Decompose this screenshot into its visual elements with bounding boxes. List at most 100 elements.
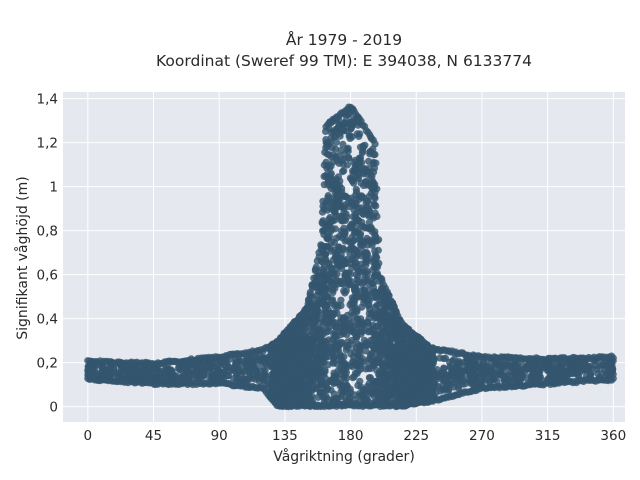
data-point bbox=[359, 320, 367, 328]
data-point bbox=[477, 376, 485, 384]
data-point bbox=[440, 365, 448, 373]
data-point bbox=[479, 370, 487, 378]
data-point bbox=[289, 365, 298, 374]
data-point bbox=[388, 335, 396, 343]
data-point bbox=[373, 261, 381, 269]
data-point bbox=[367, 183, 375, 191]
data-point bbox=[367, 133, 375, 141]
data-point bbox=[306, 363, 314, 371]
data-point bbox=[323, 344, 331, 352]
data-point bbox=[363, 203, 371, 211]
data-point bbox=[411, 398, 419, 406]
data-point bbox=[378, 284, 386, 292]
data-point bbox=[352, 253, 360, 261]
data-point bbox=[354, 293, 363, 301]
data-point bbox=[118, 369, 127, 378]
y-tick-label: 0,8 bbox=[37, 224, 58, 240]
data-point bbox=[331, 188, 339, 196]
data-point bbox=[366, 351, 374, 359]
data-point bbox=[353, 308, 361, 316]
data-point bbox=[307, 375, 315, 383]
data-point bbox=[368, 390, 376, 398]
data-point bbox=[406, 374, 414, 382]
data-point bbox=[405, 354, 413, 362]
data-point bbox=[373, 254, 381, 262]
data-point bbox=[323, 386, 331, 394]
data-point bbox=[291, 319, 299, 327]
data-point bbox=[251, 356, 259, 364]
data-point bbox=[203, 363, 211, 371]
data-point bbox=[342, 369, 350, 377]
data-point bbox=[363, 241, 371, 249]
data-point bbox=[358, 391, 366, 399]
data-point bbox=[322, 287, 330, 295]
data-point bbox=[351, 246, 359, 254]
data-point bbox=[330, 281, 338, 289]
data-point bbox=[371, 209, 379, 217]
data-point bbox=[412, 347, 420, 355]
data-point bbox=[401, 341, 409, 349]
x-tick-label: 0 bbox=[84, 428, 93, 444]
data-point bbox=[350, 373, 358, 381]
data-point bbox=[291, 371, 299, 379]
data-point bbox=[333, 117, 341, 125]
data-point bbox=[286, 392, 295, 400]
data-point bbox=[377, 289, 385, 297]
data-point bbox=[401, 382, 409, 390]
data-point bbox=[331, 266, 339, 274]
data-point bbox=[332, 250, 340, 258]
data-point bbox=[330, 309, 338, 317]
data-point bbox=[305, 343, 314, 352]
data-point bbox=[281, 355, 289, 363]
data-point bbox=[357, 252, 365, 260]
data-point bbox=[310, 319, 318, 327]
data-point bbox=[375, 300, 383, 309]
data-point bbox=[245, 373, 253, 381]
x-axis-label: Vågriktning (grader) bbox=[273, 448, 415, 465]
data-point bbox=[413, 364, 421, 372]
data-point bbox=[404, 365, 412, 374]
data-point bbox=[356, 130, 364, 138]
data-point bbox=[372, 357, 380, 366]
data-point bbox=[303, 304, 311, 312]
data-point bbox=[285, 380, 293, 388]
data-point bbox=[270, 357, 278, 366]
data-point bbox=[595, 362, 603, 370]
data-point bbox=[366, 150, 374, 158]
data-point bbox=[349, 213, 357, 221]
data-point bbox=[513, 375, 521, 383]
data-point bbox=[332, 175, 340, 183]
data-point bbox=[321, 368, 329, 376]
data-point bbox=[322, 309, 330, 317]
data-point bbox=[267, 371, 276, 379]
data-point bbox=[329, 158, 337, 166]
data-point bbox=[320, 181, 328, 189]
data-point bbox=[604, 368, 613, 376]
data-point bbox=[335, 199, 343, 207]
data-point bbox=[369, 293, 378, 301]
data-point bbox=[384, 291, 393, 299]
x-tick-label: 45 bbox=[145, 428, 162, 444]
data-point bbox=[385, 356, 393, 364]
data-point bbox=[402, 347, 410, 355]
data-point bbox=[602, 362, 610, 371]
data-point bbox=[358, 218, 366, 226]
data-point bbox=[323, 233, 331, 241]
data-point bbox=[379, 366, 387, 374]
data-point bbox=[367, 364, 375, 372]
data-point bbox=[384, 385, 392, 394]
data-point bbox=[332, 138, 340, 146]
data-point bbox=[332, 275, 340, 283]
data-point bbox=[363, 396, 371, 404]
data-point bbox=[326, 314, 334, 322]
data-point bbox=[89, 365, 97, 373]
data-point bbox=[345, 362, 353, 370]
data-point bbox=[346, 394, 354, 402]
data-point bbox=[339, 140, 347, 148]
data-point bbox=[363, 197, 371, 205]
y-tick-label: 0,6 bbox=[37, 268, 58, 284]
data-point bbox=[339, 168, 347, 176]
x-tick-label: 315 bbox=[535, 428, 561, 444]
data-point bbox=[387, 322, 395, 330]
data-point bbox=[362, 297, 370, 305]
